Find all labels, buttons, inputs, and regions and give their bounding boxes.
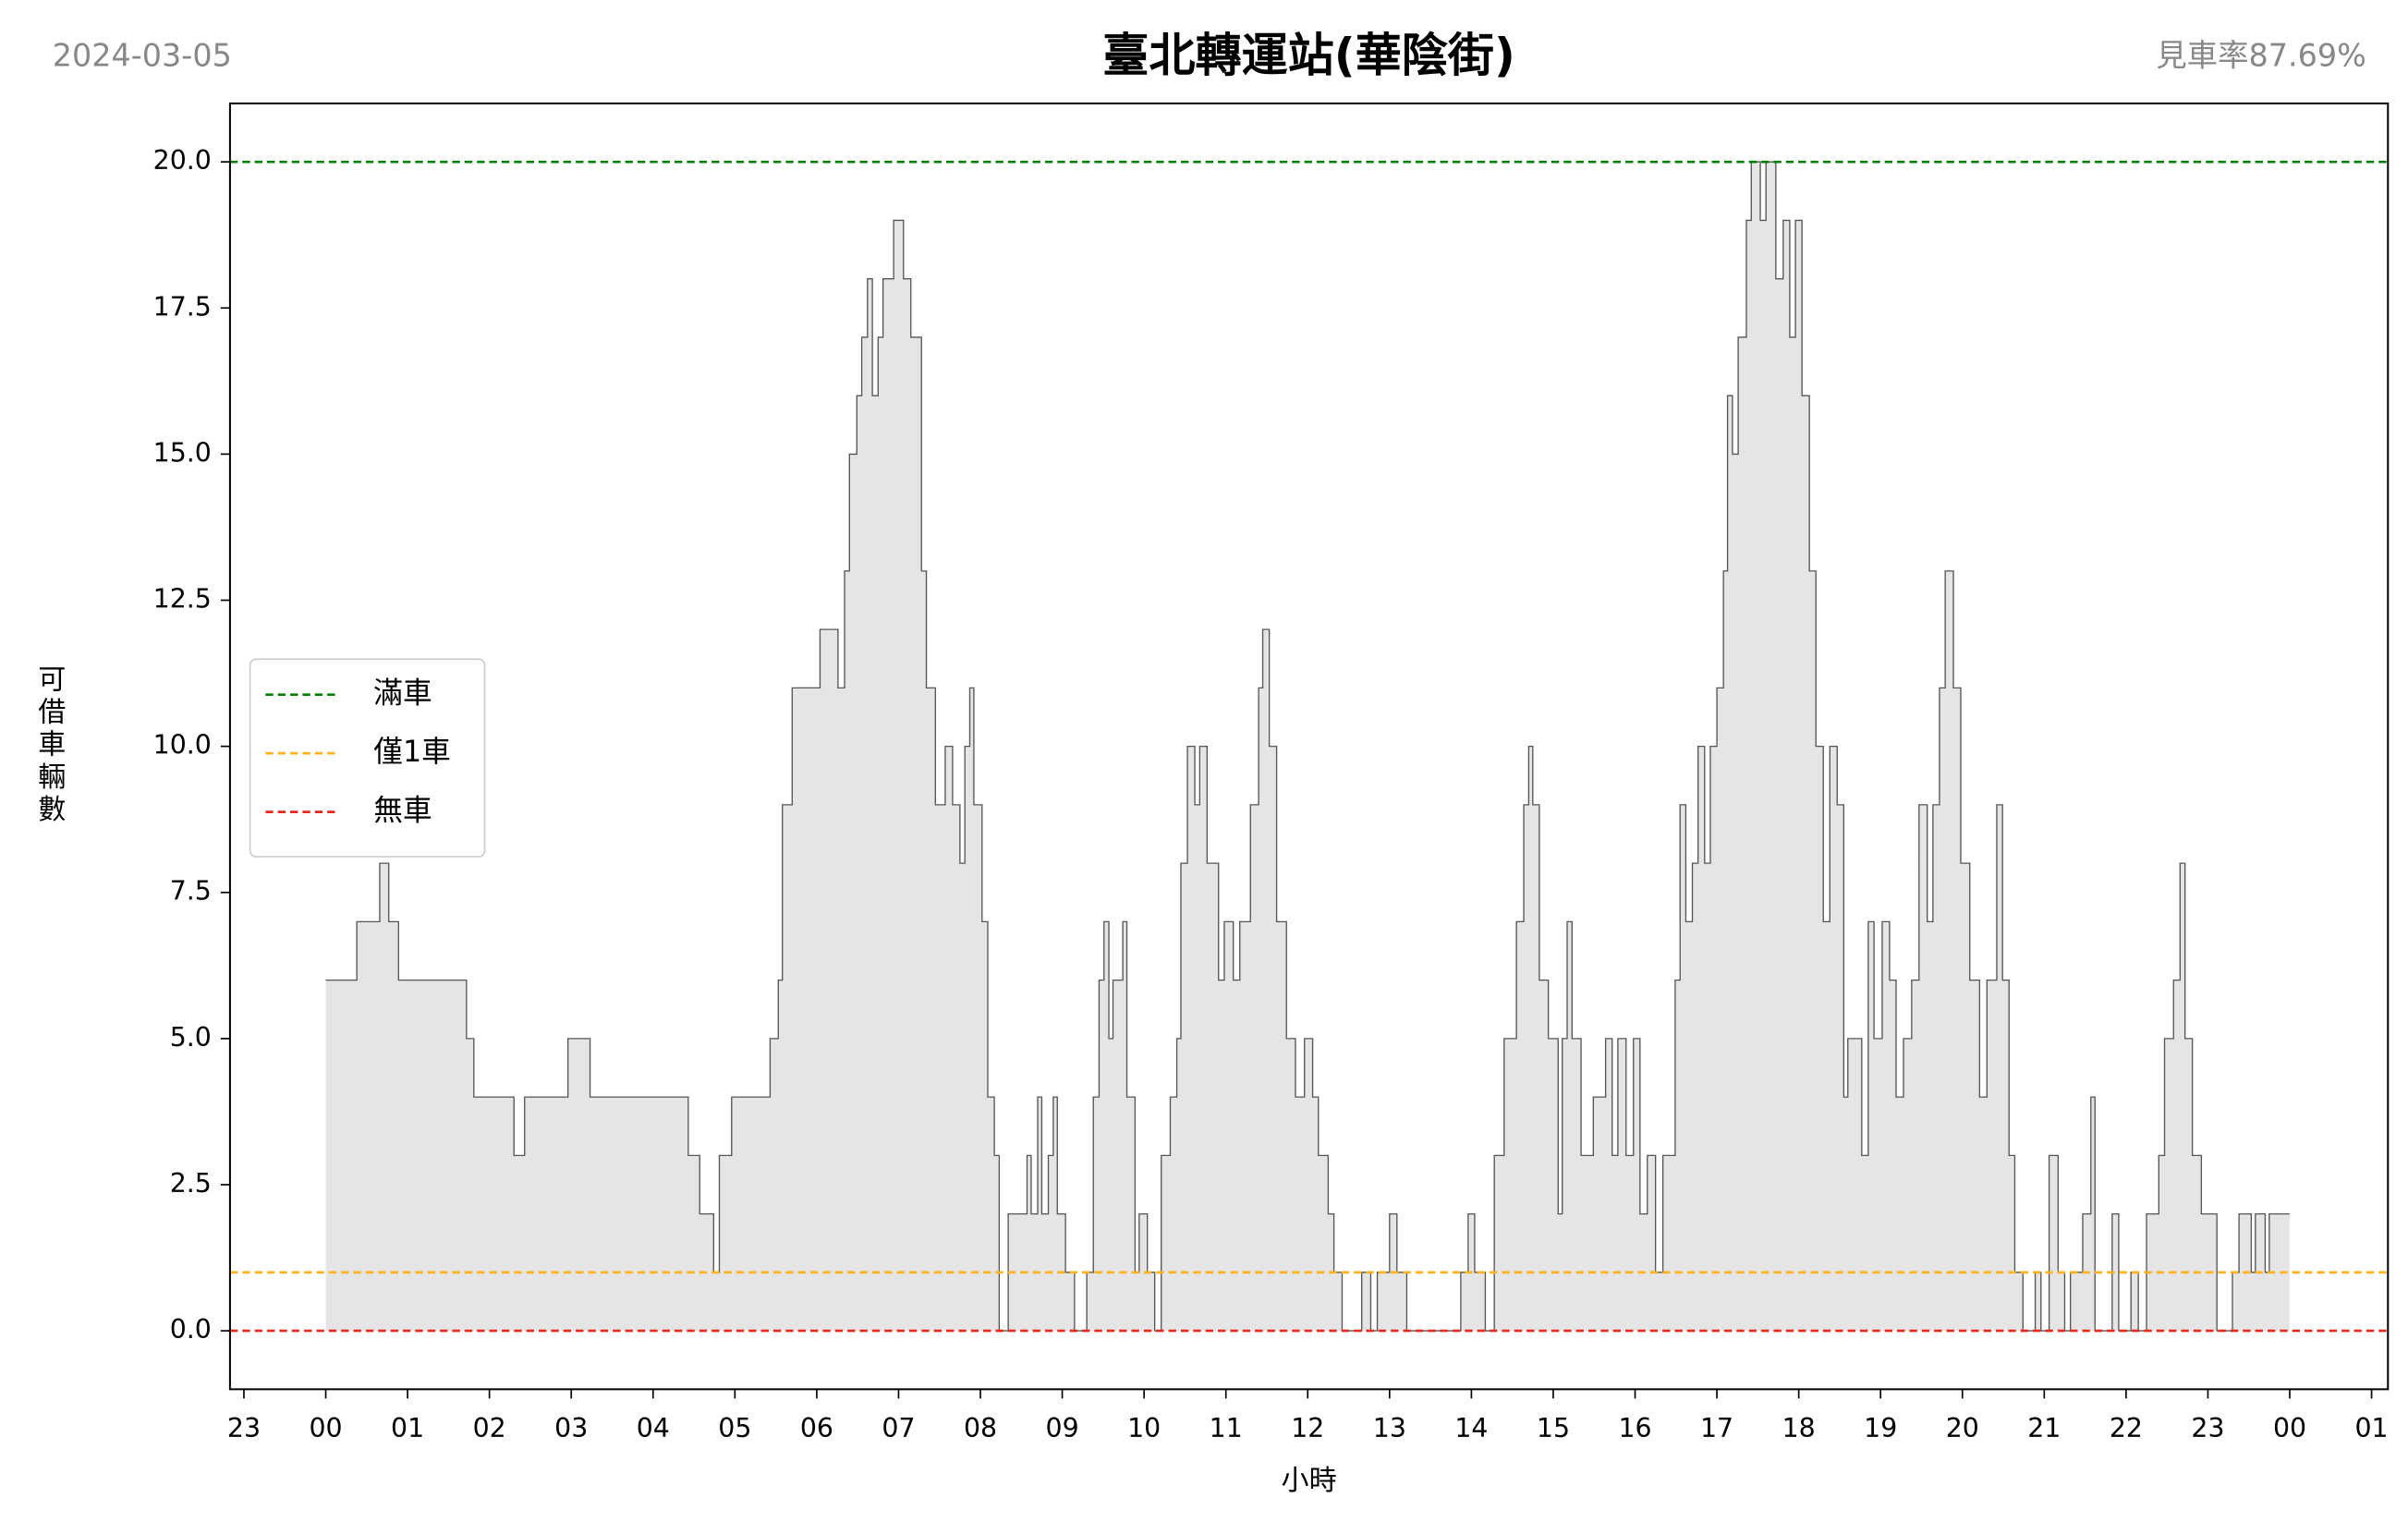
x-tick-label: 11 [1210,1413,1243,1443]
rate-label: 見車率87.69% [2156,37,2366,73]
x-tick-label: 23 [227,1413,261,1443]
x-tick-label: 07 [882,1413,915,1443]
x-tick-label: 09 [1046,1413,1079,1443]
x-tick-label: 19 [1864,1413,1897,1443]
x-tick-label: 21 [2027,1413,2061,1443]
x-tick-label: 03 [554,1413,588,1443]
x-tick-label: 06 [800,1413,833,1443]
x-tick-label: 01 [391,1413,424,1443]
x-tick-label: 12 [1291,1413,1324,1443]
legend-label: 滿車 [373,677,432,711]
x-tick-label: 00 [2273,1413,2306,1443]
x-tick-label: 18 [1782,1413,1816,1443]
y-tick-label: 0.0 [170,1314,212,1345]
x-tick-label: 22 [2110,1413,2143,1443]
x-tick-label: 20 [1946,1413,1979,1443]
x-tick-label: 04 [637,1413,670,1443]
y-tick-label: 10.0 [153,730,212,761]
y-tick-label: 15.0 [153,437,212,468]
y-tick-label: 12.5 [153,584,212,615]
x-axis-label: 小時 [1282,1465,1337,1497]
y-tick-label: 5.0 [170,1022,212,1053]
y-axis-label: 可借車輛數 [32,664,66,826]
x-tick-label: 17 [1700,1413,1733,1443]
x-tick-label: 01 [2355,1413,2389,1443]
y-tick-label: 7.5 [170,876,212,907]
legend-box [249,658,486,858]
x-tick-label: 13 [1373,1413,1406,1443]
area-fill [325,162,2291,1332]
x-tick-label: 02 [473,1413,506,1443]
legend-label: 無車 [373,795,432,828]
x-tick-label: 08 [964,1413,997,1443]
chart-title: 臺北轉運站(華陰街) [1102,28,1515,82]
y-tick-label: 17.5 [153,291,212,322]
date-label: 2024-03-05 [53,37,232,73]
x-tick-label: 10 [1127,1413,1161,1443]
y-tick-label: 20.0 [153,145,212,176]
legend-label: 僅1車 [373,736,451,769]
x-tick-label: 00 [309,1413,342,1443]
x-tick-label: 16 [1618,1413,1651,1443]
x-tick-label: 05 [718,1413,751,1443]
y-tick-label: 2.5 [170,1168,212,1199]
x-tick-label: 23 [2191,1413,2224,1443]
x-tick-label: 14 [1454,1413,1488,1443]
x-tick-label: 15 [1537,1413,1570,1443]
